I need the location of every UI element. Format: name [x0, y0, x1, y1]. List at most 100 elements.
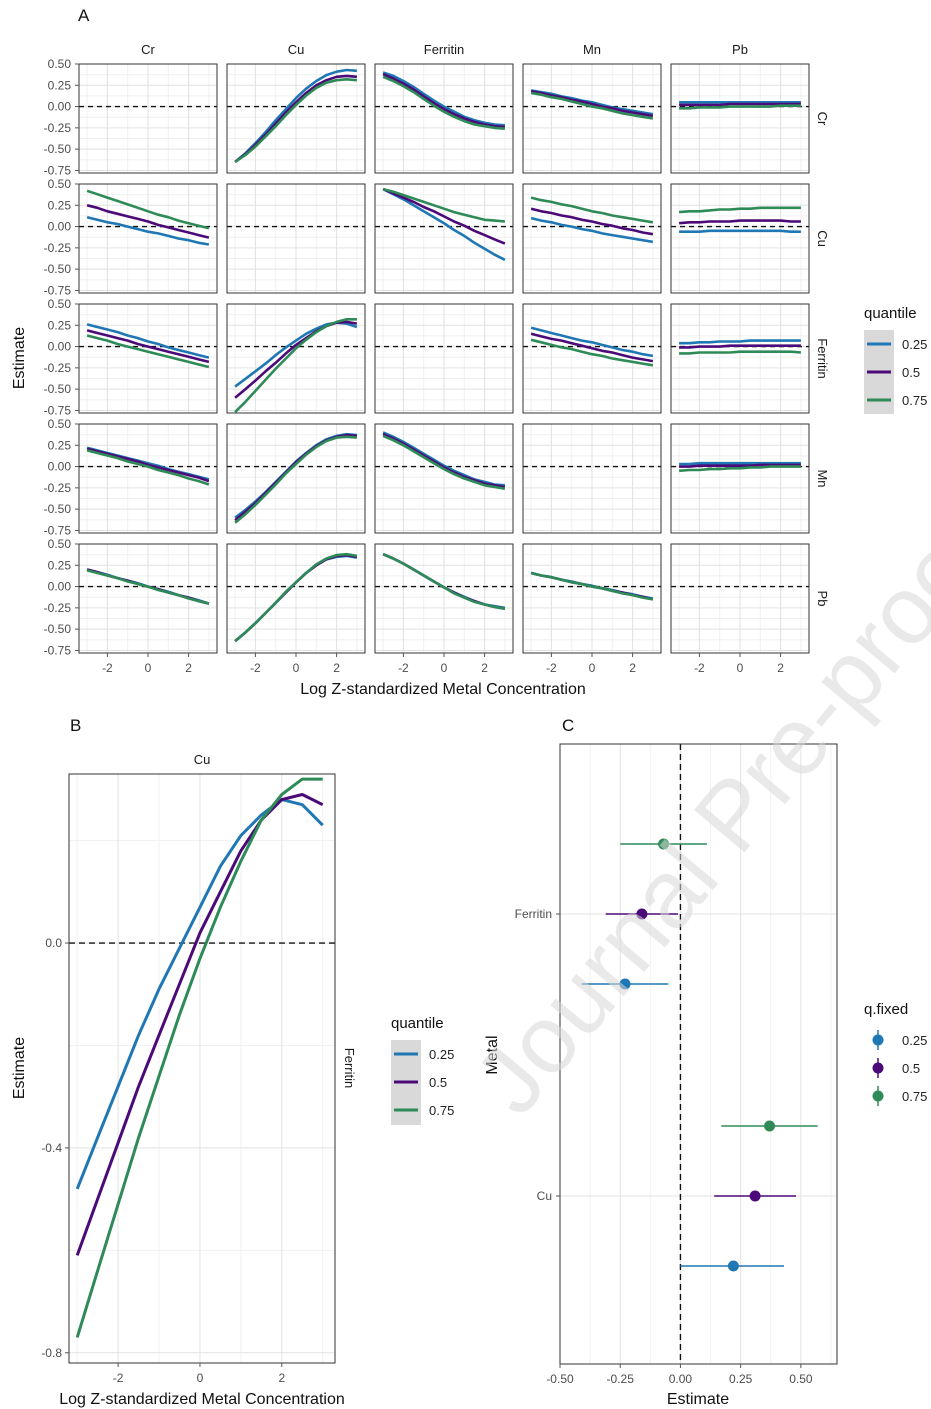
estimate-point: [636, 908, 648, 920]
facet-frame: [78, 423, 218, 534]
facet-frame: [522, 63, 662, 174]
facet-frame: [78, 183, 218, 294]
y-tick-label: -0.25: [44, 601, 72, 615]
plot-background: [560, 744, 837, 1364]
series-line-q075: [382, 75, 506, 130]
series-line-q075: [382, 187, 506, 223]
legend-label: 0.75: [902, 393, 927, 408]
y-tick-label: -0.50: [44, 262, 72, 276]
panel-letter-a: A: [78, 6, 90, 25]
col-strip-label: Cr: [141, 42, 155, 57]
series-line-q075: [679, 350, 802, 355]
x-tick-label: -2: [398, 661, 409, 675]
x-tick-label: 0.50: [789, 1372, 813, 1386]
series-line-q05: [530, 90, 654, 118]
legend-label: 0.25: [902, 1033, 927, 1048]
x-tick-label: 0: [737, 661, 744, 675]
series-line-q075: [86, 334, 210, 369]
y-tick-label: -0.25: [44, 361, 72, 375]
y-tick-label: -0.25: [44, 481, 72, 495]
legend-label: 0.5: [902, 365, 920, 380]
x-axis-title: Log Z-standardized Metal Concentration: [300, 681, 586, 698]
y-tick-label: 0.50: [48, 417, 72, 431]
facet-frame: [670, 63, 810, 174]
x-tick-label: 2: [185, 661, 192, 675]
y-axis-title: Metal: [484, 1035, 501, 1074]
facet-frame: [78, 303, 218, 414]
facet-frame: [522, 303, 662, 414]
series-line-q075: [86, 189, 210, 230]
y-axis-title: Estimate: [11, 327, 28, 389]
series-line-q075: [678, 206, 801, 214]
x-tick-label: 2: [629, 661, 636, 675]
y-tick-label: 0.50: [48, 177, 72, 191]
x-tick-label: 2: [481, 661, 488, 675]
series-line-q075: [75, 777, 323, 1338]
series-line-q075: [382, 553, 506, 610]
legend-title: quantile: [864, 305, 917, 322]
series-line-q075: [234, 318, 357, 414]
series-line-q05: [86, 204, 210, 239]
y-tick-label: 0.00: [48, 100, 72, 114]
strip-top-label: Cu: [194, 752, 211, 767]
series-line-q025: [530, 216, 654, 244]
estimate-point: [764, 1120, 776, 1132]
y-tick-label: 0.25: [48, 318, 72, 332]
facet-frame: [670, 183, 810, 294]
col-strip-label: Pb: [732, 42, 748, 57]
series-line-q05: [86, 447, 210, 483]
panel-c: C Ferritin Cu -0.50 -0.25 0.00 0.25 0.50 Estimat…: [484, 716, 927, 1408]
y-tick-label: -0.8: [41, 1346, 62, 1360]
facet-frame: [226, 183, 366, 294]
facet-frame: [226, 423, 366, 534]
series-line-q075: [530, 91, 654, 120]
series-line-q05: [382, 73, 506, 129]
y-tick-label: 0.25: [48, 198, 72, 212]
plot-frame: [559, 743, 838, 1365]
y-tick-label: 0.00: [48, 340, 72, 354]
estimate-point: [727, 1260, 739, 1272]
plot-frame: [68, 773, 336, 1364]
facet-frame: [522, 183, 662, 294]
x-tick-label: 0.00: [669, 1372, 693, 1386]
facet-frame: [226, 303, 366, 414]
y-tick-label: -0.50: [44, 502, 72, 516]
y-tick-label: 0.25: [48, 78, 72, 92]
series-line-q05: [382, 187, 506, 245]
x-tick-label: 0: [589, 661, 596, 675]
facet-frame: [226, 63, 366, 174]
row-strip-label: Pb: [815, 591, 830, 607]
facet-frame: [374, 303, 514, 414]
x-axis-title: Estimate: [667, 1391, 729, 1408]
x-tick-label: -2: [113, 1371, 124, 1385]
series-line-q05: [382, 433, 506, 489]
x-tick-label: 0: [293, 661, 300, 675]
panel-letter-c: C: [562, 716, 574, 735]
plot-background: [69, 774, 335, 1363]
y-tick-label: 0.0: [45, 936, 62, 950]
legend-label: 0.25: [429, 1047, 454, 1062]
series-line-q025: [86, 323, 210, 359]
x-tick-label: -0.25: [607, 1372, 635, 1386]
panel-a: ACr Cu Ferritin Mn PbCrCuFerritinMnPb0.500.2…: [11, 6, 927, 698]
series-line-q05: [679, 102, 801, 107]
panel-letter-b: B: [70, 716, 81, 735]
legend-key-point: [872, 1062, 884, 1074]
series-line-q05: [678, 219, 801, 225]
y-tick-label: -0.75: [44, 523, 72, 537]
strip-right-label: Ferritin: [342, 1048, 357, 1088]
y-tick-label: 0.00: [48, 220, 72, 234]
col-strip-label: Mn: [583, 42, 601, 57]
facet-frame: [78, 63, 218, 174]
x-tick-label: -2: [694, 661, 705, 675]
estimate-point: [658, 838, 670, 850]
series-line-q025: [530, 89, 654, 116]
x-tick-label: 0.25: [729, 1372, 753, 1386]
series-line-q025: [530, 326, 654, 358]
row-strip-label: Cr: [815, 112, 830, 126]
y-tick-label: -0.4: [41, 1141, 62, 1155]
y-tick-label: -0.50: [44, 142, 72, 156]
legend-label: 0.75: [429, 1103, 454, 1118]
y-tick-label: -0.25: [44, 121, 72, 135]
